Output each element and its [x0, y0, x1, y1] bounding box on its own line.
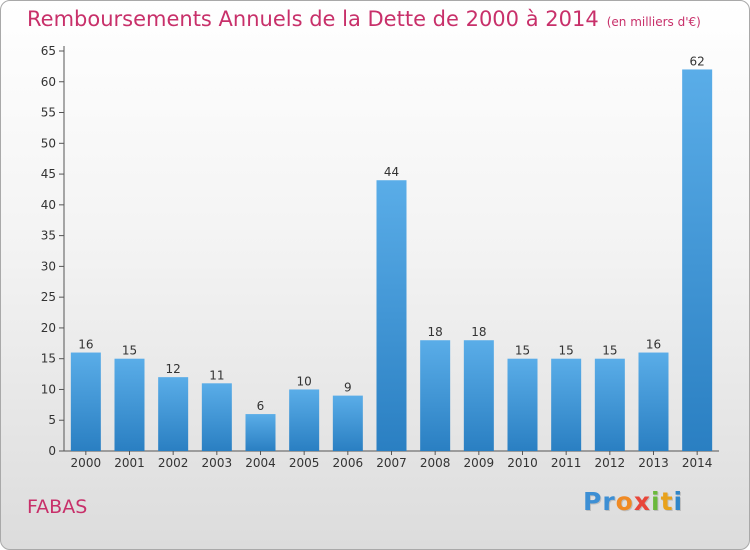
- bar: [332, 395, 363, 451]
- bar-value-label: 15: [559, 344, 574, 358]
- y-tick-label: 55: [41, 106, 56, 120]
- bar-value-label: 44: [384, 165, 399, 179]
- y-tick-label: 65: [41, 44, 56, 58]
- bar-value-label: 10: [297, 374, 312, 388]
- y-tick-label: 30: [41, 259, 56, 273]
- logo-letter: P: [583, 487, 603, 516]
- chart-labels: 16 2000 15 2001 12 2002 11 2003 6 2004 10 2005 9 2006…: [71, 54, 713, 470]
- bar-value-label: 15: [122, 344, 137, 358]
- bar-value-label: 15: [515, 344, 530, 358]
- bar: [682, 69, 713, 451]
- chart-title: Remboursements Annuels de la Dette de 20…: [27, 7, 701, 31]
- x-tick-label: 2011: [551, 456, 582, 470]
- y-tick-label: 0: [48, 444, 56, 458]
- x-tick-label: 2012: [595, 456, 626, 470]
- x-tick-label: 2000: [71, 456, 102, 470]
- bar: [420, 340, 451, 451]
- x-tick-label: 2010: [507, 456, 538, 470]
- y-tick-label: 35: [41, 229, 56, 243]
- bar-value-label: 11: [209, 368, 224, 382]
- x-tick-label: 2001: [114, 456, 145, 470]
- bar-value-label: 16: [78, 338, 93, 352]
- chart-unit: (en milliers d'€): [606, 15, 701, 29]
- x-tick-label: 2013: [638, 456, 669, 470]
- x-tick-label: 2003: [202, 456, 233, 470]
- chart-title-text: Remboursements Annuels de la Dette de 20…: [27, 7, 599, 31]
- bar: [70, 352, 101, 451]
- logo-letter: i: [651, 487, 661, 516]
- y-tick-label: 40: [41, 198, 56, 212]
- x-tick-label: 2006: [333, 456, 364, 470]
- x-tick-label: 2005: [289, 456, 320, 470]
- bar: [551, 358, 582, 451]
- x-tick-label: 2014: [682, 456, 713, 470]
- chart-axes: 0 5 10 15 20 25 30 35 40 45 50 55 60 65: [41, 44, 719, 458]
- y-tick-label: 60: [41, 75, 56, 89]
- chart-bars: [70, 69, 713, 451]
- x-tick-label: 2009: [464, 456, 495, 470]
- logo-letter: t: [660, 487, 674, 516]
- x-tick-label: 2008: [420, 456, 451, 470]
- bar: [376, 180, 407, 451]
- bar: [463, 340, 494, 451]
- y-tick-label: 15: [41, 352, 56, 366]
- bar-value-label: 15: [602, 344, 617, 358]
- logo-letter: r: [602, 487, 616, 516]
- x-tick-label: 2002: [158, 456, 189, 470]
- y-tick-label: 45: [41, 167, 56, 181]
- bar-value-label: 12: [166, 362, 181, 376]
- bar-value-label: 9: [344, 381, 352, 395]
- bar: [245, 414, 276, 451]
- bar: [289, 389, 320, 451]
- logo-letter: o: [615, 487, 634, 516]
- bar-value-label: 18: [428, 325, 443, 339]
- bar-value-label: 18: [471, 325, 486, 339]
- town-name: FABAS: [27, 496, 88, 518]
- logo-letter: i: [673, 487, 684, 516]
- y-tick-label: 20: [41, 321, 56, 335]
- bar: [114, 358, 145, 451]
- bar: [507, 358, 538, 451]
- logo-letter: x: [633, 487, 651, 516]
- bar: [158, 377, 189, 451]
- bar-value-label: 6: [257, 399, 265, 413]
- y-tick-label: 10: [41, 382, 56, 396]
- bar: [638, 352, 669, 451]
- bar-value-label: 62: [690, 54, 705, 68]
- bar: [201, 383, 232, 451]
- x-tick-label: 2007: [376, 456, 407, 470]
- y-tick-label: 50: [41, 136, 56, 150]
- x-tick-label: 2004: [245, 456, 276, 470]
- y-tick-label: 25: [41, 290, 56, 304]
- proxiti-logo: Proxiti: [583, 487, 683, 516]
- bar: [594, 358, 625, 451]
- y-tick-label: 5: [48, 413, 56, 427]
- bar-value-label: 16: [646, 338, 661, 352]
